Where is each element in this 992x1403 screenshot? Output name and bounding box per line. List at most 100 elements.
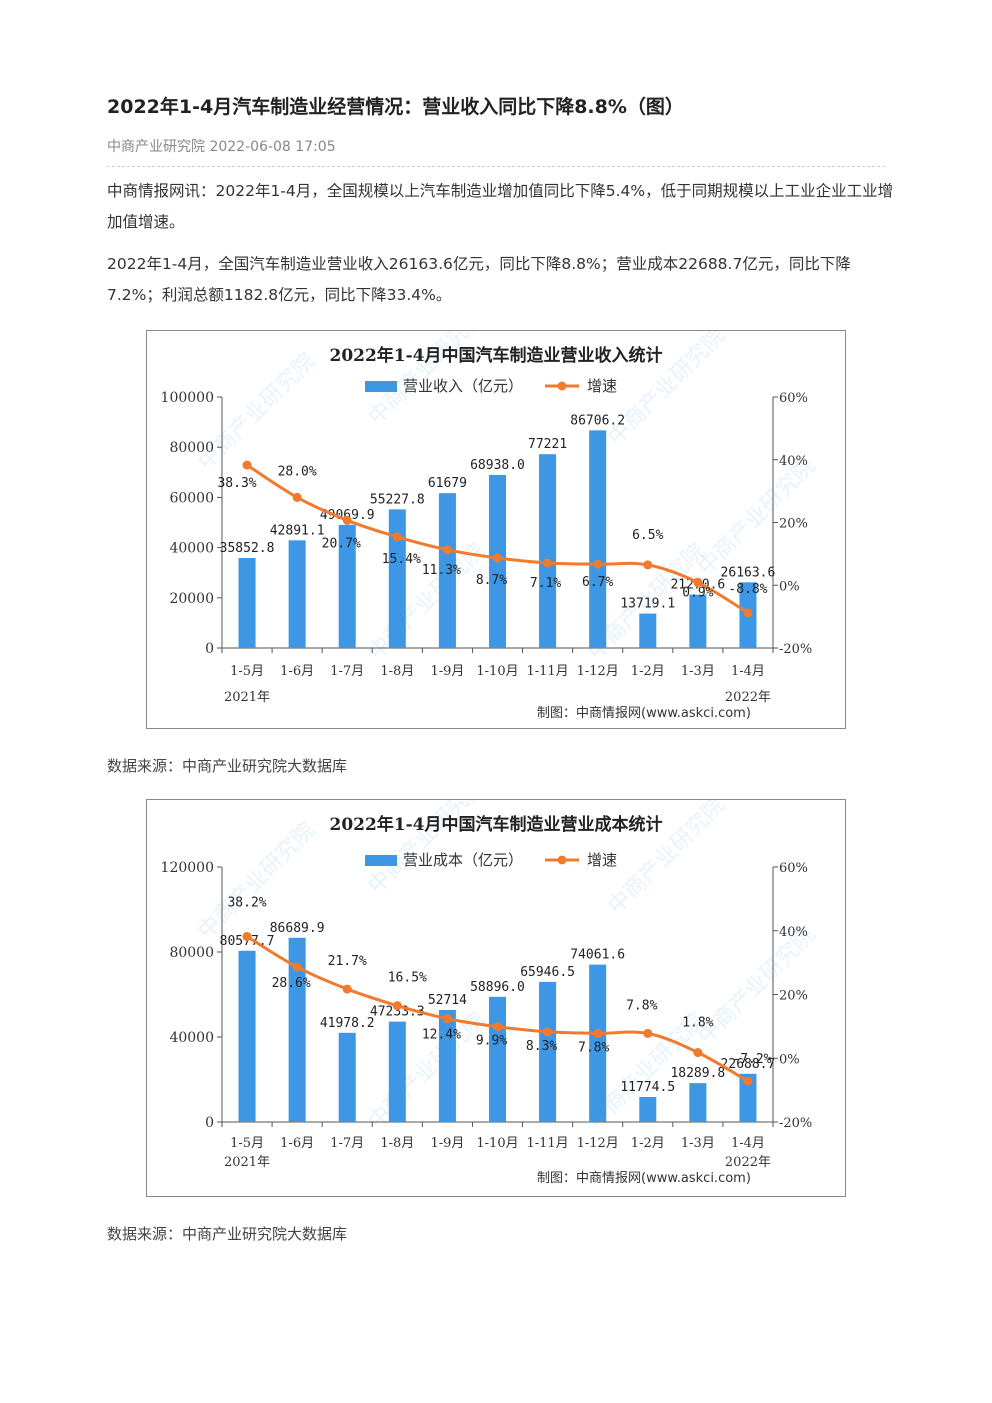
watermark-text: 中商产业研究院: [364, 1008, 491, 1135]
legend-bar-swatch: [365, 381, 397, 392]
y-tick-label-left: 40000: [169, 541, 214, 557]
legend-bar-swatch: [365, 855, 397, 866]
chart-credit: 制图：中商情报网(www.askci.com): [537, 706, 751, 721]
y-tick-label-left: 0: [205, 641, 214, 657]
y-tick-label-right: 20%: [779, 989, 808, 1004]
growth-point: [593, 559, 603, 569]
x-tick-label: 1-8月: [380, 1136, 414, 1151]
article-source-line: 中商产业研究院 2022-06-08 17:05: [107, 139, 336, 155]
x-tick-label: 1-3月: [681, 1136, 715, 1151]
chart-credit: 制图：中商情报网(www.askci.com): [537, 1171, 751, 1186]
growth-label: 9.9%: [476, 1034, 507, 1049]
bar-value-label: 26163.6: [721, 565, 776, 580]
bar: [338, 524, 356, 648]
growth-point: [643, 560, 653, 570]
growth-label: 8.7%: [476, 573, 507, 588]
watermark-text: 中商产业研究院: [194, 349, 321, 476]
growth-label: -7.2%: [732, 1052, 771, 1067]
x-tick-label: 1-4月: [731, 664, 765, 679]
growth-label: 28.6%: [272, 976, 311, 991]
x-tick-label: 1-4月: [731, 1136, 765, 1151]
bar-value-label: 52714: [428, 993, 467, 1008]
bar: [539, 454, 557, 648]
growth-label: 11.3%: [422, 563, 461, 578]
growth-label: 0.9%: [682, 585, 713, 600]
y-tick-label-left: 80000: [169, 945, 214, 961]
growth-point: [442, 545, 452, 555]
growth-point: [392, 1001, 402, 1011]
bar: [388, 509, 406, 648]
growth-label: 6.5%: [632, 528, 663, 543]
y-tick-label-right: 60%: [779, 391, 808, 406]
y-tick-label-right: 60%: [779, 861, 808, 876]
growth-point: [242, 931, 252, 941]
legend-bar-label: 营业成本（亿元）: [403, 851, 523, 869]
bar-value-label: 41978.2: [320, 1016, 375, 1031]
x-tick-label: 1-5月: [230, 1136, 264, 1151]
bar-value-label: 86706.2: [570, 413, 625, 428]
revenue-chart: 中商产业研究院 中商产业研究院 中商产业研究院 中商产业研究院 中商产业研究院 中商产业研…: [146, 330, 846, 729]
bar-value-label: 49069.9: [320, 508, 375, 523]
growth-label: 1.8%: [682, 1016, 713, 1031]
y-tick-label-right: 0%: [779, 1052, 800, 1067]
bar: [488, 996, 507, 1122]
growth-point: [743, 608, 753, 618]
growth-label: 16.5%: [388, 971, 427, 986]
x-tick-label: 1-3月: [681, 664, 715, 679]
growth-point: [292, 962, 302, 972]
chart-title: 2022年1-4月中国汽车制造业营业成本统计: [329, 814, 662, 835]
growth-label: 38.3%: [217, 476, 256, 491]
growth-label: 8.3%: [526, 1039, 557, 1054]
y-tick-label-right: 40%: [779, 454, 808, 469]
legend-line-marker: [557, 855, 567, 865]
growth-point: [543, 558, 553, 568]
year-label-2022: 2022年: [725, 690, 771, 705]
growth-point: [593, 1028, 603, 1038]
legend-bar-label: 营业收入（亿元）: [403, 377, 523, 395]
bar-value-label: 22688.7: [721, 1057, 776, 1072]
bar-value-label: 58896.0: [470, 980, 525, 995]
bar: [238, 950, 256, 1122]
paragraph-2: 2022年1-4月，全国汽车制造业营业收入26163.6亿元，同比下降8.8%；…: [107, 255, 851, 304]
bar-value-label: 11774.5: [620, 1080, 675, 1095]
legend-line-label: 增速: [587, 851, 617, 869]
y-tick-label-right: 20%: [779, 517, 808, 532]
x-tick-label: 1-12月: [577, 664, 619, 679]
growth-point: [342, 515, 352, 525]
bar-value-label: 74061.6: [570, 948, 625, 963]
growth-label: 7.8%: [626, 998, 657, 1013]
bar-value-label: 55227.8: [370, 492, 425, 507]
bar: [689, 1083, 707, 1122]
y-tick-label-left: 80000: [169, 440, 214, 456]
bar: [338, 1032, 356, 1122]
bar-value-label: 77221: [528, 437, 567, 452]
year-label-2022: 2022年: [725, 1155, 771, 1170]
growth-label: 38.2%: [227, 895, 266, 910]
y-tick-label-left: 0: [205, 1115, 214, 1131]
y-tick-label-right: 0%: [779, 579, 800, 594]
bar: [438, 493, 456, 648]
growth-label: 21.7%: [328, 954, 367, 969]
growth-point: [643, 1028, 653, 1038]
year-label-2021: 2021年: [224, 1155, 270, 1170]
growth-point: [442, 1014, 452, 1024]
x-tick-label: 1-12月: [577, 1136, 619, 1151]
bar: [288, 937, 306, 1122]
paragraph-1: 中商情报网讯：2022年1-4月，全国规模以上汽车制造业增加值同比下降5.4%，…: [107, 182, 894, 231]
x-tick-label: 1-7月: [330, 1136, 364, 1151]
bar: [388, 1021, 406, 1122]
x-tick-label: 1-5月: [230, 664, 264, 679]
x-tick-label: 1-6月: [280, 1136, 314, 1151]
growth-point: [493, 1022, 502, 1032]
growth-label: 28.0%: [278, 464, 317, 479]
bar: [689, 594, 707, 648]
bar: [288, 540, 306, 648]
legend-line-label: 增速: [587, 377, 617, 395]
y-tick-label-right: -20%: [779, 642, 812, 657]
growth-label: 12.4%: [422, 1028, 461, 1043]
growth-point: [693, 577, 703, 587]
x-tick-label: 1-2月: [631, 1136, 665, 1151]
growth-label: 7.8%: [578, 1040, 609, 1055]
x-tick-label: 1-7月: [330, 664, 364, 679]
